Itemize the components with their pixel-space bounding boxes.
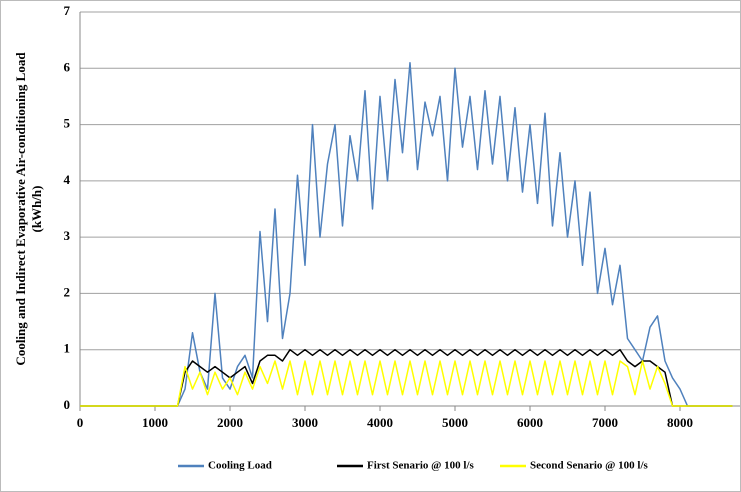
series-line [80, 360, 733, 407]
x-tick-label: 7000 [592, 415, 618, 430]
y-tick-label: 1 [64, 341, 71, 356]
x-tick-label: 8000 [667, 415, 693, 430]
x-tick-label: 4000 [367, 415, 393, 430]
y-axis-label: Cooling and Indirect Evaporative Air-con… [13, 52, 28, 366]
y-tick-label: 4 [64, 172, 71, 187]
y-tick-label: 2 [64, 284, 71, 299]
series-line [80, 348, 733, 407]
x-tick-label: 6000 [517, 415, 543, 430]
x-tick-label: 0 [77, 415, 84, 430]
series-line [80, 61, 733, 407]
y-tick-label: 7 [64, 3, 71, 18]
x-tick-label: 3000 [292, 415, 318, 430]
legend-label: Cooling Load [208, 460, 272, 472]
legend-label: Second Senario @ 100 l/s [530, 460, 649, 472]
legend-label: First Senario @ 100 l/s [367, 460, 475, 472]
y-axis-label: (kWh/h) [29, 186, 44, 233]
x-tick-label: 2000 [217, 415, 243, 430]
y-tick-label: 0 [64, 397, 71, 412]
y-tick-label: 3 [64, 228, 71, 243]
x-tick-label: 1000 [142, 415, 168, 430]
y-tick-label: 5 [64, 116, 71, 131]
x-tick-label: 5000 [442, 415, 468, 430]
y-tick-label: 6 [64, 59, 71, 74]
